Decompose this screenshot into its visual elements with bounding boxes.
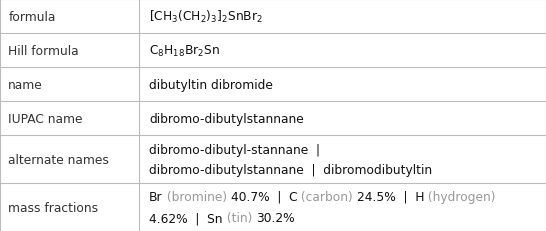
Text: (bromine): (bromine) bbox=[163, 190, 230, 203]
Text: mass fractions: mass fractions bbox=[8, 201, 98, 214]
Text: (carbon): (carbon) bbox=[298, 190, 357, 203]
Text: dibromo-dibutyl-stannane  |: dibromo-dibutyl-stannane | bbox=[149, 143, 320, 156]
Text: Hill formula: Hill formula bbox=[8, 44, 79, 57]
Text: name: name bbox=[8, 78, 43, 91]
Text: (tin): (tin) bbox=[223, 211, 256, 224]
Text: dibutyltin dibromide: dibutyltin dibromide bbox=[149, 78, 273, 91]
Text: alternate names: alternate names bbox=[8, 153, 109, 166]
Text: dibromo-dibutylstannane: dibromo-dibutylstannane bbox=[149, 112, 304, 125]
Text: 30.2%: 30.2% bbox=[256, 211, 294, 224]
Text: (hydrogen): (hydrogen) bbox=[424, 190, 496, 203]
Text: C$_8$H$_{18}$Br$_2$Sn: C$_8$H$_{18}$Br$_2$Sn bbox=[149, 43, 220, 58]
Text: dibromo-dibutylstannane  |  dibromodibutyltin: dibromo-dibutylstannane | dibromodibutyl… bbox=[149, 163, 432, 176]
Text: 4.62%  |  Sn: 4.62% | Sn bbox=[149, 211, 223, 224]
Text: IUPAC name: IUPAC name bbox=[8, 112, 82, 125]
Text: formula: formula bbox=[8, 10, 56, 23]
Text: [CH$_3$(CH$_2$)$_3$]$_2$SnBr$_2$: [CH$_3$(CH$_2$)$_3$]$_2$SnBr$_2$ bbox=[149, 9, 263, 25]
Text: 24.5%  |  H: 24.5% | H bbox=[357, 190, 424, 203]
Text: 40.7%  |  C: 40.7% | C bbox=[230, 190, 298, 203]
Text: Br: Br bbox=[149, 190, 163, 203]
